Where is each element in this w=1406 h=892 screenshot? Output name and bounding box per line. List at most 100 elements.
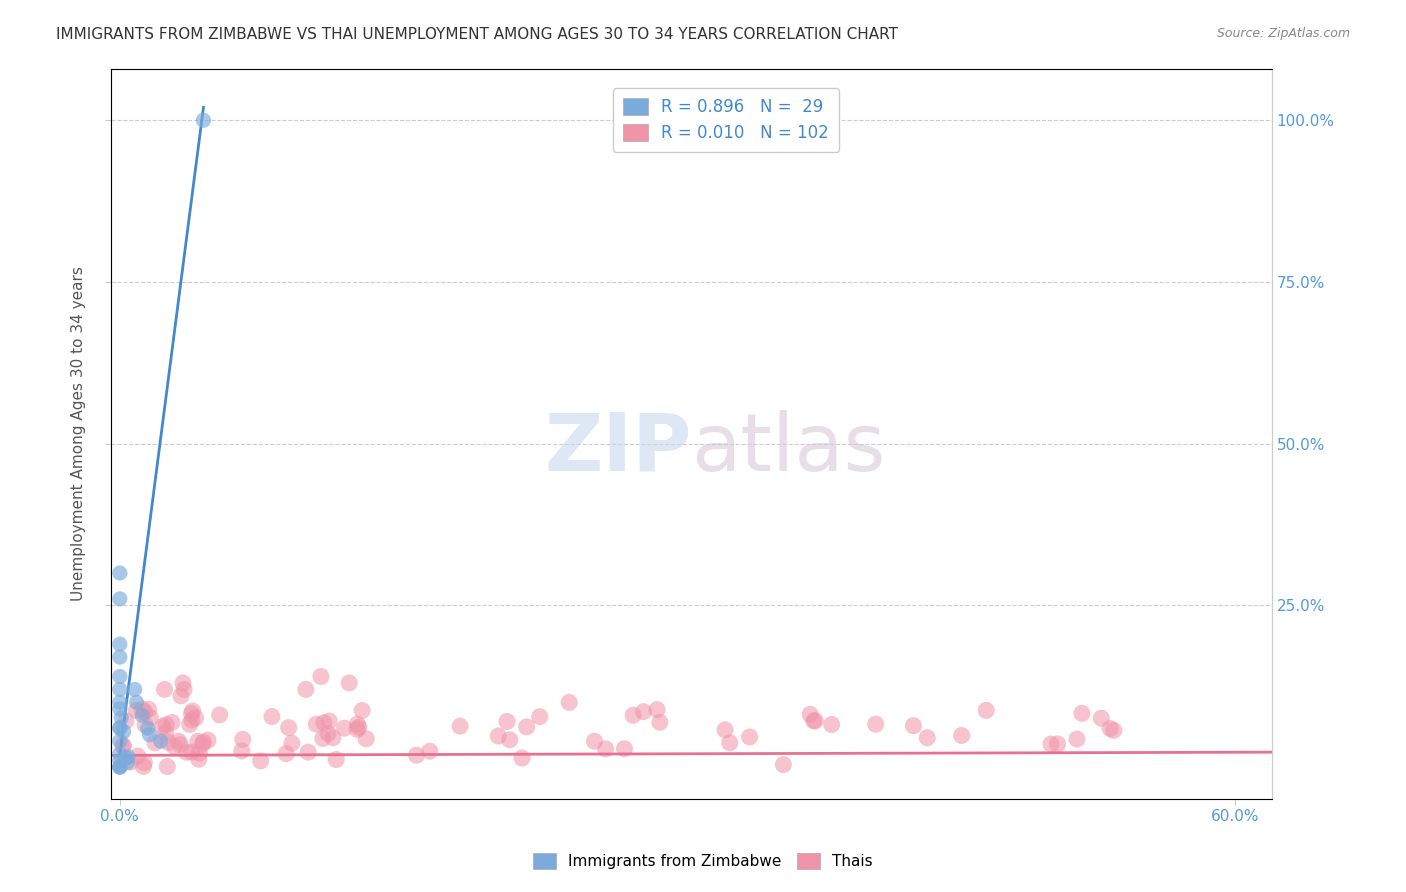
Point [134,705,156,719]
Point [232,732,254,747]
Point [156,735,179,749]
Point [110,711,132,725]
Point [108,650,131,665]
Point [312,731,335,746]
Point [633,705,655,719]
Point [188,746,211,760]
Point [346,717,368,731]
Point [108,682,131,697]
Point [172,676,194,690]
Point [510,751,533,765]
Legend: Immigrants from Zimbabwe, Thais: Immigrants from Zimbabwe, Thais [527,847,879,875]
Point [112,724,135,739]
Point [297,745,319,759]
Point [1090,711,1112,725]
Point [125,695,148,709]
Point [281,736,304,750]
Point [499,732,522,747]
Point [595,742,617,756]
Point [419,744,441,758]
Point [160,715,183,730]
Point [352,704,374,718]
Point [127,749,149,764]
Point [187,752,209,766]
Point [496,714,519,729]
Point [821,717,844,731]
Point [108,734,131,748]
Point [718,736,741,750]
Text: 60.0%: 60.0% [1211,809,1258,824]
Point [136,721,159,735]
Text: 0.0%: 0.0% [100,809,139,824]
Point [648,715,671,730]
Point [1066,732,1088,747]
Point [131,708,153,723]
Point [108,754,131,768]
Point [155,717,177,731]
Point [305,717,328,731]
Point [176,745,198,759]
Text: atlas: atlas [692,409,886,488]
Point [149,734,172,748]
Point [138,702,160,716]
Point [346,723,368,737]
Point [322,731,344,745]
Point [134,718,156,732]
Point [163,739,186,754]
Point [337,676,360,690]
Point [108,669,131,683]
Point [1039,737,1062,751]
Point [449,719,471,733]
Point [583,734,606,748]
Point [167,734,190,748]
Point [516,720,538,734]
Point [277,721,299,735]
Point [155,726,177,740]
Point [645,703,668,717]
Point [125,703,148,717]
Point [249,754,271,768]
Point [108,566,131,580]
Point [108,760,131,774]
Point [131,702,153,716]
Point [138,728,160,742]
Point [112,739,135,754]
Point [903,719,925,733]
Point [108,747,131,761]
Point [974,703,997,717]
Point [180,706,202,721]
Point [347,720,370,734]
Point [318,714,340,728]
Point [613,741,636,756]
Point [950,729,973,743]
Point [156,759,179,773]
Point [1046,737,1069,751]
Point [169,738,191,752]
Point [274,747,297,761]
Point [173,682,195,697]
Point [120,755,142,769]
Point [132,759,155,773]
Point [325,753,347,767]
Point [181,704,204,718]
Point [1102,723,1125,738]
Point [108,760,131,774]
Point [112,738,135,752]
Point [153,682,176,697]
Legend: R = 0.896   N =  29, R = 0.010   N = 102: R = 0.896 N = 29, R = 0.010 N = 102 [613,87,839,153]
Point [187,734,209,748]
Point [803,714,825,728]
Point [738,730,761,744]
Point [134,756,156,770]
Y-axis label: Unemployment Among Ages 30 to 34 years: Unemployment Among Ages 30 to 34 years [72,267,86,601]
Point [115,714,138,728]
Point [558,695,581,709]
Point [799,707,821,722]
Point [917,731,939,745]
Point [772,757,794,772]
Point [193,113,215,128]
Point [197,733,219,747]
Point [108,760,131,774]
Point [309,669,332,683]
Point [108,702,131,716]
